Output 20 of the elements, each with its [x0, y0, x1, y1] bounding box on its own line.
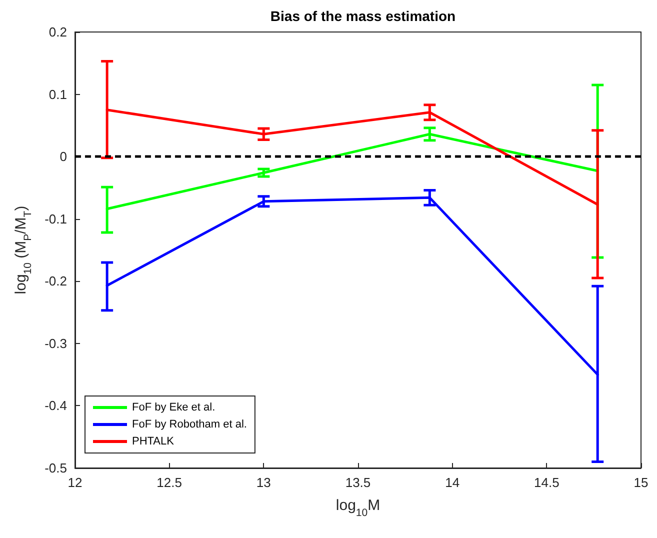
x-tick-label: 12: [68, 475, 82, 490]
legend-label: FoF by Eke et al.: [132, 402, 216, 414]
x-tick-label: 13.5: [345, 475, 371, 490]
x-tick-label: 13: [256, 475, 271, 490]
y-axis-title: log10 (MP/MT): [12, 206, 34, 294]
x-tick-label: 14: [445, 475, 460, 490]
y-tick-label: 0.1: [48, 86, 67, 102]
y-tick-label: -0.4: [44, 398, 67, 414]
y-tick-label: -0.5: [44, 460, 67, 476]
chart-title: Bias of the mass estimation: [270, 8, 456, 24]
legend-label: FoF by Robotham et al.: [132, 418, 247, 430]
y-tick-label: -0.3: [44, 336, 67, 351]
y-tick-label: 0: [60, 149, 67, 164]
legend-label: PHTALK: [132, 436, 175, 448]
y-tick-label: -0.1: [44, 211, 67, 226]
y-tick-label: 0.2: [48, 24, 67, 40]
x-tick-label: 15: [634, 475, 648, 490]
x-tick-label: 12.5: [156, 475, 182, 490]
x-tick-label: 14.5: [534, 475, 560, 490]
y-tick-label: -0.2: [44, 274, 67, 289]
